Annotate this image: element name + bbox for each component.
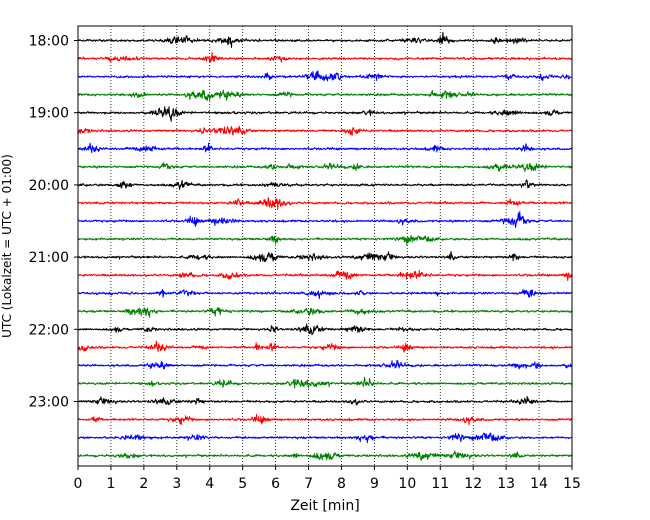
trace-line-2015 [77, 197, 573, 211]
vertical-gridlines [110, 26, 540, 466]
trace-line-2145 [77, 307, 573, 318]
y-axis: 18:00 19:00 20:00 21:00 22:00 23:00 [29, 34, 78, 411]
trace-line-2345 [77, 450, 573, 461]
trace-line-2300 [77, 395, 573, 406]
x-tick-label: 3 [172, 476, 181, 492]
trace-line-2130 [77, 288, 573, 300]
plot-background [78, 26, 572, 466]
x-tick-label: 13 [497, 476, 515, 492]
trace-line-1900 [77, 106, 573, 122]
trace-line-2330 [77, 432, 573, 444]
y-tick-label: 22:00 [29, 322, 69, 338]
trace-line-1815 [77, 51, 573, 63]
x-tick-label: 14 [530, 476, 548, 492]
seismic-traces [77, 31, 573, 461]
y-tick-label: 21:00 [29, 250, 69, 266]
y-tick-label: 19:00 [29, 106, 69, 122]
trace-line-2230 [77, 359, 573, 370]
y-tick-label: 18:00 [29, 34, 69, 50]
y-tick-label: 20:00 [29, 178, 69, 194]
x-tick-label: 7 [304, 476, 313, 492]
trace-line-2115 [77, 269, 573, 282]
x-tick-label: 8 [337, 476, 346, 492]
x-tick-label: 9 [370, 476, 379, 492]
trace-line-2100 [77, 250, 573, 263]
x-tick-label: 4 [205, 476, 214, 492]
x-tick-label: 6 [271, 476, 280, 492]
x-tick-label: 1 [106, 476, 115, 492]
x-tick-label: 15 [563, 476, 581, 492]
trace-line-1845 [77, 89, 573, 101]
plot-frame [77, 25, 573, 467]
trace-line-2045 [77, 234, 573, 246]
x-axis-title: Zeit [min] [290, 498, 359, 514]
x-tick-label: 2 [139, 476, 148, 492]
trace-line-1800 [77, 31, 573, 48]
x-tick-label: 0 [74, 476, 83, 492]
trace-line-2000 [77, 179, 573, 190]
x-tick-label: 11 [431, 476, 449, 492]
x-tick-label: 12 [464, 476, 482, 492]
x-tick-label: 10 [398, 476, 416, 492]
trace-line-1945 [77, 162, 573, 172]
trace-line-2215 [77, 340, 573, 353]
trace-line-2030 [77, 211, 573, 228]
x-tick-label: 5 [238, 476, 247, 492]
y-tick-label: 23:00 [29, 395, 69, 411]
trace-line-2245 [77, 376, 573, 389]
x-axis: 0 1 2 3 4 5 6 7 8 9 10 11 12 13 14 15 [74, 466, 581, 492]
trace-line-2315 [77, 413, 573, 426]
trace-line-2200 [77, 323, 573, 336]
trace-line-1930 [77, 142, 573, 154]
trace-line-1915 [77, 125, 573, 136]
y-axis-title: UTC (Lokalzeit = UTC + 01:00) [0, 154, 14, 338]
trace-line-1830 [77, 70, 573, 82]
